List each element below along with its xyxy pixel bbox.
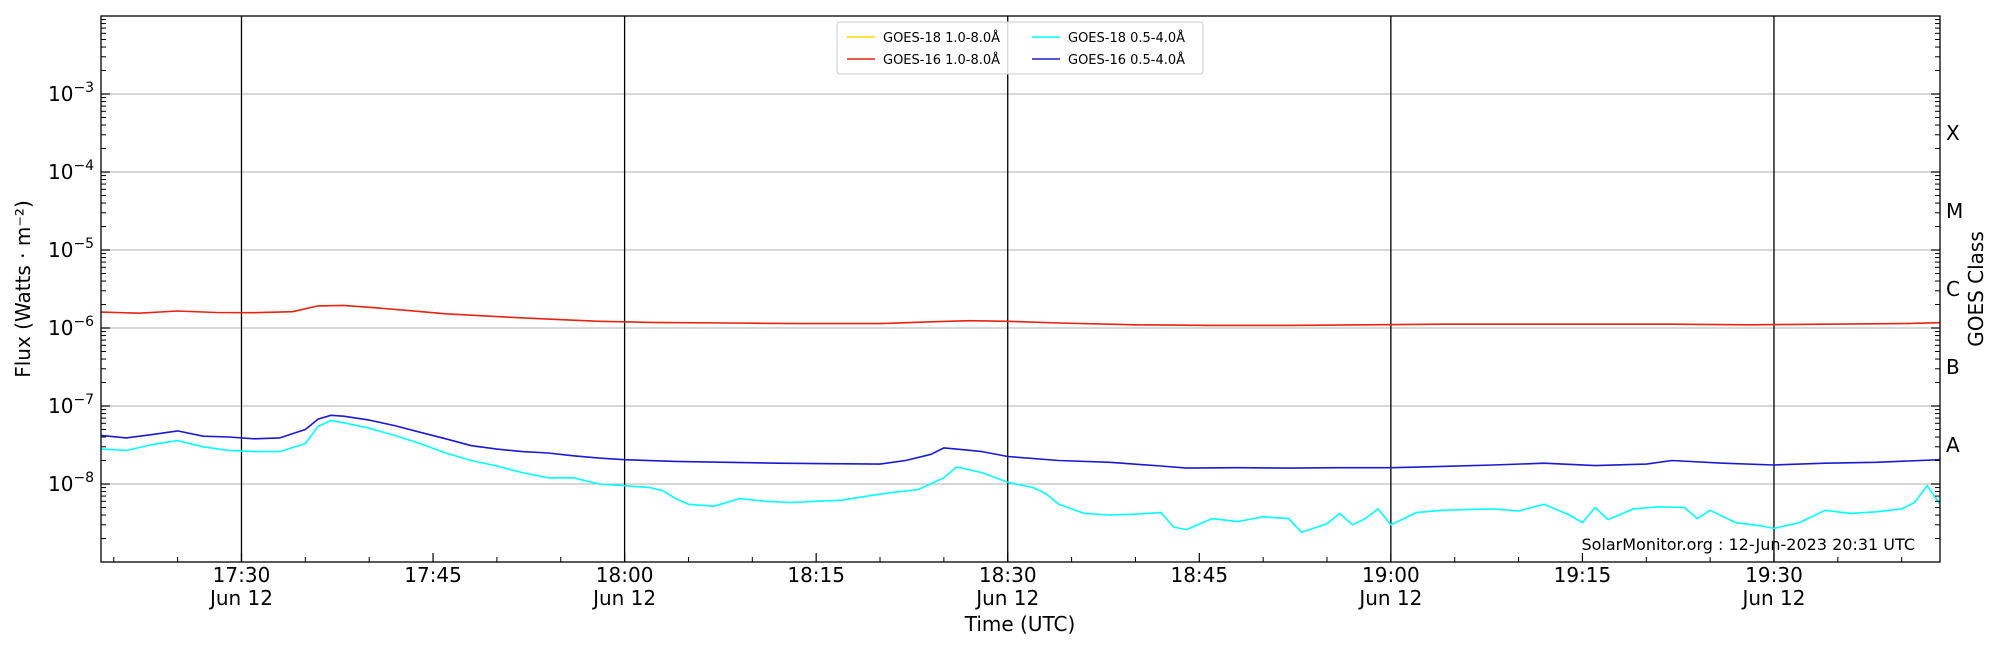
series-line-1: [100, 304, 1941, 327]
x-tick-date-label: Jun 12: [1357, 586, 1422, 610]
class-label-b: B: [1946, 355, 1960, 379]
x-tick-label: 18:45: [1170, 563, 1228, 587]
y-tick-label: 10−8: [48, 470, 94, 496]
x-tick-label: 17:30: [213, 563, 271, 587]
y-axis-label: Flux (Watts · m⁻²): [11, 200, 35, 378]
goes-class-labels: X M C B A: [1946, 121, 1963, 457]
legend: GOES-18 1.0-8.0Å GOES-16 1.0-8.0Å GOES-18 …: [836, 21, 1204, 75]
legend-label: GOES-16 0.5-4.0Å: [1068, 52, 1185, 68]
x-tick-label: 19:00: [1362, 563, 1420, 587]
right-axis-label: GOES Class: [1964, 231, 1988, 347]
y-tick-label: 10−5: [48, 236, 94, 262]
x-tick-label: 17:45: [404, 563, 462, 587]
half-hour-markers: [240, 16, 1775, 562]
x-tick-date-label: Jun 12: [1740, 586, 1805, 610]
y-axis-ticks: 10−3 10−4 10−5 10−6 10−7 10−8: [48, 19, 1940, 540]
plot-frame: [100, 15, 1941, 563]
series-lines: [100, 304, 1941, 534]
x-tick-label: 18:15: [787, 563, 845, 587]
y-tick-label: 10−7: [48, 392, 94, 418]
class-label-x: X: [1946, 121, 1960, 145]
x-tick-label: 18:00: [596, 563, 654, 587]
class-label-a: A: [1946, 433, 1960, 457]
class-label-c: C: [1946, 277, 1960, 301]
legend-label: GOES-18 1.0-8.0Å: [883, 30, 1000, 46]
grid-lines: [101, 93, 1940, 485]
x-tick-label: 19:30: [1745, 563, 1803, 587]
x-tick-date-label: Jun 12: [208, 586, 273, 610]
watermark-text: SolarMonitor.org : 12-Jun-2023 20:31 UTC: [1581, 535, 1915, 554]
y-tick-label: 10−3: [48, 80, 94, 106]
x-tick-label: 18:30: [979, 563, 1037, 587]
y-tick-label: 10−4: [48, 158, 94, 184]
x-axis-label: Time (UTC): [964, 612, 1076, 636]
legend-label: GOES-16 1.0-8.0Å: [883, 52, 1000, 68]
y-tick-label: 10−6: [48, 314, 94, 340]
legend-label: GOES-18 0.5-4.0Å: [1068, 30, 1185, 46]
x-tick-label: 19:15: [1554, 563, 1612, 587]
x-tick-date-label: Jun 12: [974, 586, 1039, 610]
class-label-m: M: [1946, 199, 1963, 223]
series-line-3: [100, 414, 1941, 469]
legend-box: [836, 21, 1204, 75]
x-tick-date-label: Jun 12: [591, 586, 656, 610]
series-line-2: [100, 419, 1941, 534]
